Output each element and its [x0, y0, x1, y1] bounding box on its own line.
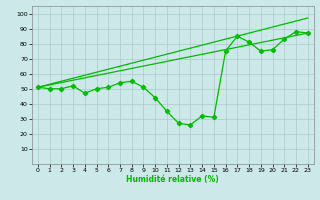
X-axis label: Humidité relative (%): Humidité relative (%)	[126, 175, 219, 184]
